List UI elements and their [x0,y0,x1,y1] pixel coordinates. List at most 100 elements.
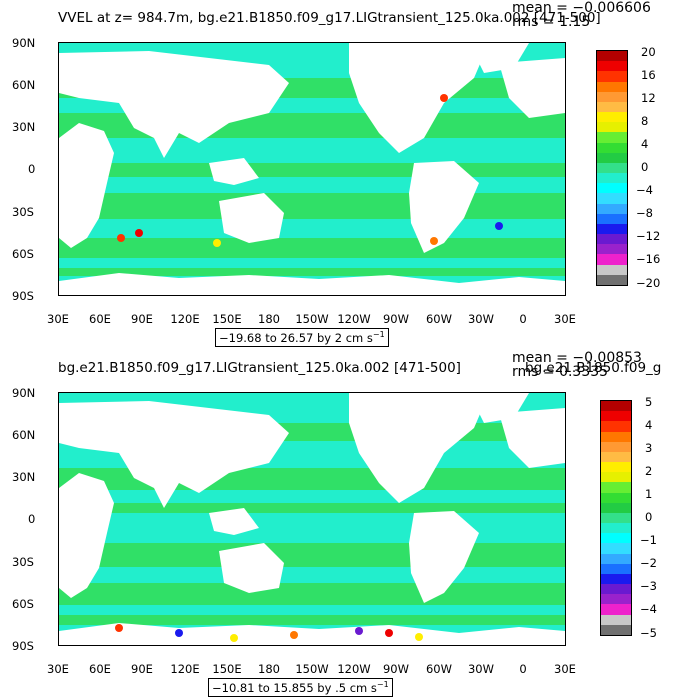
lon-label: 150E [212,662,242,676]
lat-label: 60S [12,247,34,261]
colorbar-swatch [601,502,631,513]
landmass [59,473,114,598]
contour-range-text: −19.68 to 26.57 by 2 cm s [219,330,373,345]
overlapping-title: bg.e21.B1850.f09_g [525,360,662,376]
colorbar-swatch [597,254,627,265]
map-field [59,393,565,645]
colorbar [600,400,632,636]
lon-label: 120E [170,312,200,326]
colorbar-swatch [597,122,627,133]
panel-title: bg.e21.B1850.f09_g17.LIGtransient_125.0k… [58,360,461,376]
lat-label: 60N [12,428,36,442]
colorbar-swatch [601,543,631,554]
colorbar-swatch [601,512,631,524]
colorbar-swatch [597,61,627,72]
colorbar-label: −5 [640,626,657,640]
velocity-anomaly [135,229,143,237]
landmass [349,43,489,153]
colorbar-label: −8 [636,206,653,220]
colorbar [596,50,628,286]
colorbar-label: −16 [636,252,661,266]
landmass [59,123,114,248]
landmass [409,161,479,253]
lon-label: 90W [382,662,409,676]
colorbar-label: 3 [645,441,653,455]
lat-label: 90N [12,36,36,50]
lon-label: 120W [337,662,371,676]
colorbar-label: 4 [645,418,653,432]
mean-value: mean = −0.00853 [512,350,642,366]
colorbar-swatch [601,401,631,412]
lat-label: 30S [12,205,34,219]
colorbar-swatch [601,553,631,564]
colorbar-swatch [601,523,631,534]
colorbar-swatch [597,132,627,143]
landmass [499,408,565,468]
lon-label: 30E [47,312,69,326]
current-band [59,238,565,258]
lat-label: 30N [12,470,36,484]
lon-label: 60W [425,312,452,326]
colorbar-swatch [597,203,627,214]
unit-exponent: −1 [376,680,389,689]
colorbar-swatch [601,563,631,574]
unit-exponent: −1 [372,330,385,339]
lat-label: 90S [12,639,34,653]
contour-range-box: −19.68 to 26.57 by 2 cm s−1 [215,328,389,347]
colorbar-swatch [601,482,631,493]
colorbar-swatch [601,411,631,422]
colorbar-swatch [597,51,627,62]
rms-value: rms = 0.3335 [512,364,609,380]
velocity-anomaly [440,94,448,102]
mean-value: mean = −0.006606 [512,0,651,16]
colorbar-label: −2 [640,556,657,570]
colorbar-swatch [597,264,627,275]
landmass [59,401,289,508]
lon-label: 120E [170,662,200,676]
colorbar-swatch [601,584,631,595]
colorbar-label: −4 [636,183,653,197]
lon-label: 30E [47,662,69,676]
colorbar-label: 0 [641,160,649,174]
lon-label: 30W [467,662,494,676]
colorbar-swatch [601,421,631,432]
landmass [59,51,289,158]
lon-label: 90W [382,312,409,326]
lon-label: 120W [337,312,371,326]
map-panel-bottom: bg.e21.B1850.f09_g17.LIGtransient_125.0k… [0,350,700,700]
colorbar-label: 1 [645,487,653,501]
colorbar-label: 12 [641,91,656,105]
map-field [59,43,565,295]
lon-label: 0 [519,312,527,326]
velocity-anomaly [117,234,125,242]
colorbar-label: −12 [636,229,661,243]
colorbar-swatch [597,71,627,82]
lat-label: 30S [12,555,34,569]
current-band [59,268,565,276]
velocity-anomaly [355,627,363,635]
colorbar-swatch [597,244,627,255]
landmass [219,543,284,593]
current-band [59,583,565,605]
colorbar-swatch [597,91,627,102]
colorbar-swatch [597,162,627,174]
velocity-anomaly [290,631,298,639]
lat-label: 60S [12,597,34,611]
colorbar-swatch [597,234,627,245]
lon-label: 150W [295,662,329,676]
rms-value: rms = 1.15 [512,14,591,30]
colorbar-swatch [601,431,631,442]
lon-label: 90E [131,662,153,676]
landmass [209,508,259,535]
colorbar-swatch [597,213,627,224]
landmass [209,158,259,185]
colorbar-label: 5 [645,395,653,409]
contour-range-text: −10.81 to 15.855 by .5 cm s [212,680,377,695]
colorbar-label: 8 [641,114,649,128]
velocity-anomaly [385,629,393,637]
lat-label: 60N [12,78,36,92]
colorbar-label: 16 [641,68,656,82]
lat-label: 30N [12,120,36,134]
lat-label: 0 [28,162,36,176]
colorbar-swatch [597,223,627,235]
